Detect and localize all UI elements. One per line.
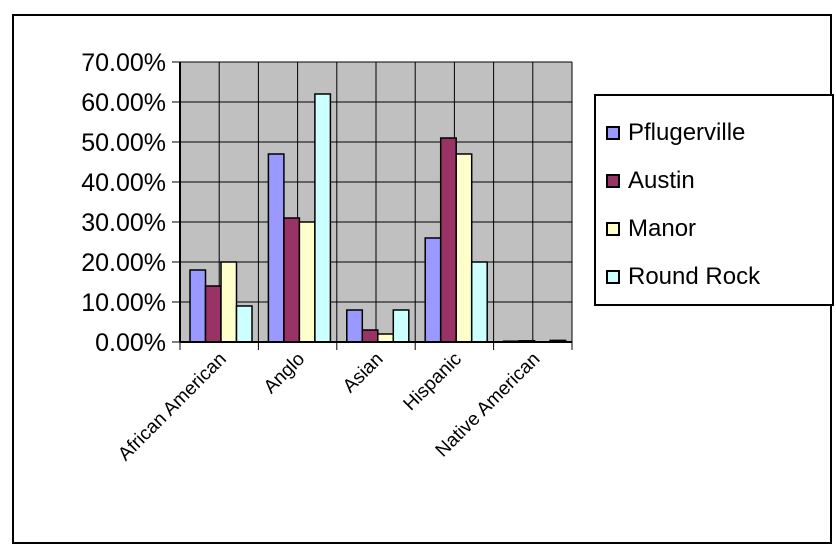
y-tick-label: 60.00% [81,89,166,117]
bar [439,137,457,343]
bar [424,237,442,343]
y-tick-label: 0.00% [95,329,166,357]
legend-item-round-rock: Round Rock [606,262,760,292]
bar [283,217,301,343]
legend-swatch-manor [606,222,620,236]
x-tick-label: Anglo [260,349,309,398]
bar [377,333,395,343]
legend: Pflugerville Austin Manor Round Rock [594,94,834,306]
legend-label: Austin [628,167,695,194]
bar [314,93,332,343]
legend-label: Manor [628,215,697,242]
x-tick-label: African American [114,349,230,465]
legend-label: Pflugerville [628,119,746,146]
legend-swatch-austin [606,174,620,188]
y-tick-label: 10.00% [81,289,166,317]
legend-swatch-pflugerville [606,126,620,140]
bar [220,261,238,343]
bar [361,329,379,343]
legend-swatch-round-rock [606,270,620,284]
bar [392,309,410,343]
bar [235,305,253,343]
bar [204,285,222,343]
y-tick-label: 70.00% [81,49,166,77]
bar [455,153,473,343]
bar [189,269,207,343]
y-tick-label: 20.00% [81,249,166,277]
legend-label: Round Rock [628,263,761,290]
x-tick-label: Asian [339,349,387,397]
y-tick-label: 40.00% [81,169,166,197]
bar [267,153,285,343]
bar [298,221,316,343]
bar [346,309,364,343]
legend-item-pflugerville: Pflugerville [606,118,745,148]
legend-item-manor: Manor [606,214,696,244]
legend-item-austin: Austin [606,166,695,196]
y-tick-label: 50.00% [81,129,166,157]
x-tick-label: Hispanic [400,349,466,415]
y-tick-label: 30.00% [81,209,166,237]
bar [470,261,488,343]
